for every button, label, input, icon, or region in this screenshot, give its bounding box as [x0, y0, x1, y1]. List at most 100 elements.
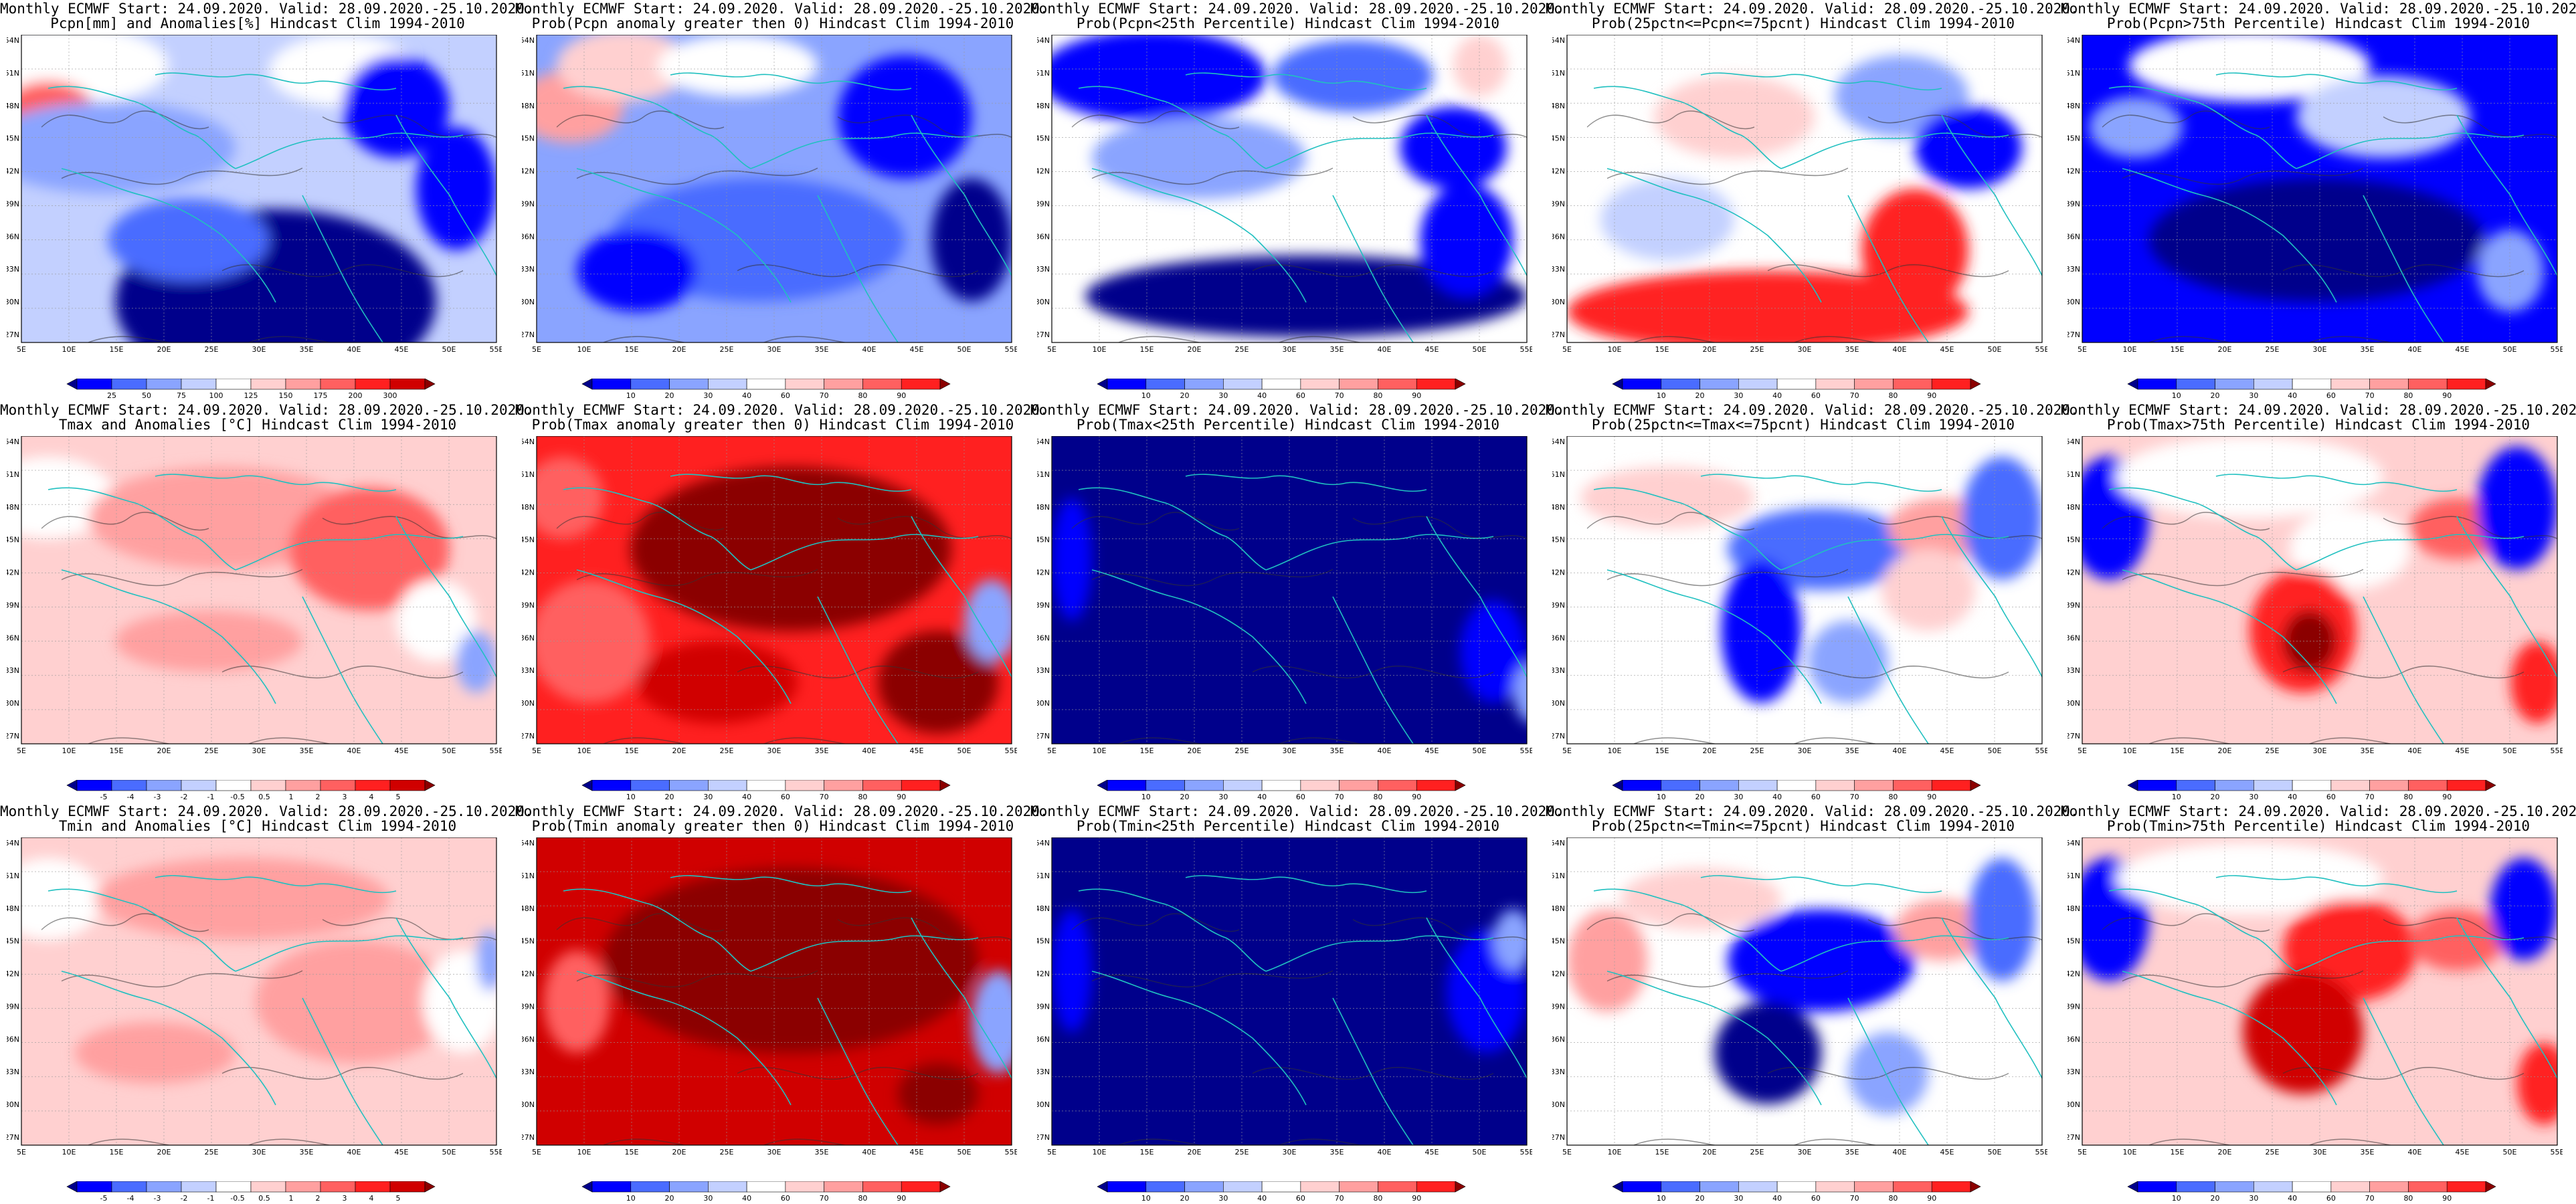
colorbar-swatch	[1931, 379, 1971, 390]
lon-label: 55E	[2035, 746, 2047, 755]
colorbar: 10 20 30 40 60 70 80 90	[1097, 379, 1466, 400]
contour-line	[837, 114, 1012, 138]
lat-label: 36N	[2067, 1035, 2080, 1043]
lat-label: 36N	[2067, 633, 2080, 642]
colorbar-swatch	[2253, 780, 2293, 791]
lon-label: 20E	[2218, 345, 2232, 354]
panel-title-line2: Prob(25pctn<=Tmin<=75pcnt) Hindcast Clim…	[1591, 818, 2015, 834]
anomaly-field	[1915, 106, 2022, 189]
lat-label: 54N	[7, 36, 19, 45]
colorbar-swatch	[1854, 780, 1894, 791]
lon-label: 35E	[300, 746, 314, 755]
coastline	[2108, 888, 2297, 972]
coastline	[2108, 86, 2297, 169]
colorbar-swatch	[1184, 780, 1224, 791]
coastline	[1847, 195, 1929, 342]
map-plot: 54N 51N 48N 45N 42N 39N 36N 33N 30N 27N 5E 10E 15E 20…	[2067, 436, 2563, 755]
lon-label: 55E	[1005, 1148, 1017, 1157]
colorbar-tick-label: 40	[1772, 793, 1782, 801]
lon-label: 25E	[205, 746, 219, 755]
colorbar-tick-label: 60	[1296, 793, 1305, 801]
contour-line	[322, 516, 496, 540]
panel-title-line1: Monthly ECMWF Start: 24.09.2020. Valid: …	[1546, 1, 2079, 17]
lon-label: 55E	[1520, 746, 1532, 755]
lon-label: 45E	[910, 746, 924, 755]
lon-label: 20E	[2218, 746, 2232, 755]
lat-label: 36N	[522, 633, 535, 642]
anomaly-field	[1085, 255, 1527, 338]
colorbar-swatch	[1776, 780, 1817, 791]
anomaly-field	[476, 930, 496, 991]
coastline	[670, 474, 912, 492]
lon-label: 10E	[2123, 345, 2137, 354]
lon-label: 20E	[672, 345, 686, 354]
colorbar-swatch	[2127, 1181, 2138, 1193]
map-plot: 54N 51N 48N 45N 42N 39N 36N 33N 30N 27N 5E 10E 15E 20…	[7, 436, 502, 755]
colorbar-tick-label: 125	[244, 391, 258, 400]
lat-label: 48N	[522, 904, 535, 913]
map-plot: 54N 51N 48N 45N 42N 39N 36N 33N 30N 27N 5E 10E 15E 20…	[1552, 837, 2047, 1157]
lon-label: 55E	[2551, 746, 2563, 755]
lon-label: 25E	[1235, 746, 1249, 755]
lat-label: 36N	[7, 232, 19, 241]
lon-label: 45E	[910, 345, 924, 354]
anomaly-field	[256, 940, 456, 1064]
lon-label: 45E	[1425, 746, 1439, 755]
lat-label: 27N	[522, 330, 535, 339]
colorbar-swatch	[2137, 780, 2177, 791]
colorbar-swatch	[250, 1181, 286, 1193]
lon-label: 55E	[2551, 345, 2563, 354]
contour-line	[1352, 114, 1527, 138]
anomaly-field	[416, 127, 496, 250]
colorbar-swatch	[2176, 379, 2215, 390]
lon-label: 5E	[532, 1148, 541, 1157]
anomaly-field	[1092, 116, 1306, 199]
lon-label: 40E	[347, 1148, 361, 1157]
map-frame	[1566, 35, 2043, 343]
contour-line	[41, 913, 209, 932]
colorbar-swatch	[591, 1181, 632, 1193]
map-plot: 54N 51N 48N 45N 42N 39N 36N 33N 30N 27N 5E 10E 15E 20…	[7, 35, 502, 354]
lon-label: 25E	[1235, 345, 1249, 354]
lon-label: 15E	[2171, 746, 2185, 755]
coastline	[302, 997, 383, 1145]
colorbar-tick-label: 20	[665, 391, 674, 400]
forecast-panel: Monthly ECMWF Start: 24.09.2020. Valid: …	[1546, 803, 2079, 1204]
coastline	[302, 195, 383, 342]
lon-label: 25E	[205, 1148, 219, 1157]
anomaly-field	[557, 35, 691, 102]
coastline	[576, 569, 792, 704]
colorbar-tick-label: 40	[2288, 391, 2297, 400]
lat-label: 27N	[2067, 330, 2080, 339]
lon-label: 10E	[1093, 1148, 1107, 1157]
contour-line	[2383, 114, 2557, 138]
colorbar-swatch	[1223, 1181, 1263, 1193]
contour-line	[837, 917, 1012, 941]
colorbar-swatch	[2446, 780, 2486, 791]
coastline	[48, 888, 236, 972]
colorbar-swatch	[746, 379, 786, 390]
lon-label: 25E	[2266, 345, 2280, 354]
coastline	[1780, 132, 2009, 169]
coastline	[2363, 195, 2444, 342]
lon-label: 50E	[1988, 1148, 2002, 1157]
coastline	[395, 114, 496, 276]
colorbar-tick-label: -2	[181, 1194, 188, 1203]
colorbar-swatch	[1107, 1181, 1147, 1193]
lat-label: 54N	[7, 839, 19, 847]
map-plot: 54N 51N 48N 45N 42N 39N 36N 33N 30N 27N 5E 10E 15E 20…	[1552, 436, 2047, 755]
colorbar-tick-label: 70	[2365, 391, 2375, 400]
colorbar-swatch	[630, 379, 670, 390]
panel-title-line1: Monthly ECMWF Start: 24.09.2020. Valid: …	[515, 803, 1048, 819]
lon-label: 15E	[2171, 1148, 2185, 1157]
lon-label: 45E	[910, 1148, 924, 1157]
contour-line	[2122, 167, 2364, 185]
lon-label: 10E	[2123, 1148, 2137, 1157]
lon-label: 30E	[2313, 1148, 2327, 1157]
forecast-panel: Monthly ECMWF Start: 24.09.2020. Valid: …	[0, 401, 533, 803]
anomaly-field	[1728, 909, 1915, 1012]
colorbar-swatch	[1184, 1181, 1224, 1193]
colorbar-tick-label: 30	[703, 1194, 713, 1203]
colorbar-tick-label: 60	[781, 793, 790, 801]
contour-line	[1586, 110, 1755, 130]
